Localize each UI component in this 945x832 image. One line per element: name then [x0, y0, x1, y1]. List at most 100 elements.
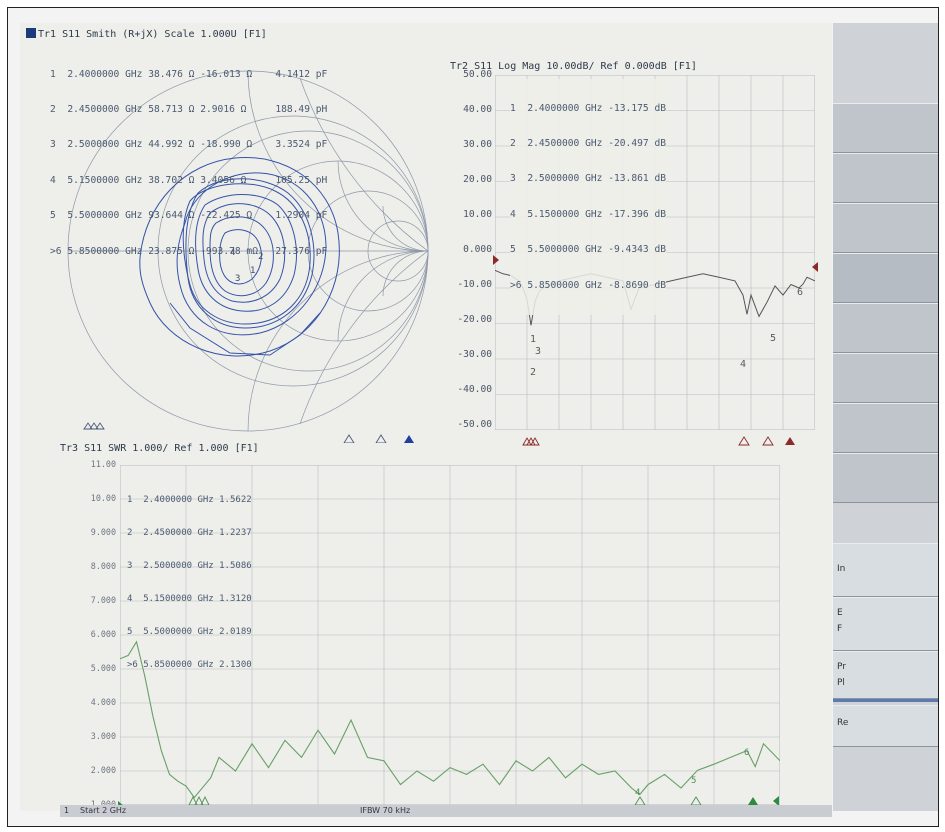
- svg-text:4: 4: [230, 248, 235, 258]
- softkey-in[interactable]: In: [833, 543, 938, 597]
- tr3-marker-row: 5 5.5000000 GHz 2.0189: [127, 627, 252, 637]
- softkey-pr[interactable]: Pr Pl: [833, 651, 938, 699]
- softkey-divider: [833, 699, 938, 702]
- tr2-marker-table: 1 2.4000000 GHz -13.175 dB 2 2.4500000 G…: [510, 79, 666, 315]
- smith-trace: [139, 156, 340, 357]
- tr2-ytick: 20.00: [463, 174, 492, 185]
- softkey[interactable]: [833, 203, 938, 253]
- sweep-start[interactable]: Start 2 GHz: [80, 806, 127, 815]
- tr2-ytick: 40.00: [463, 104, 492, 115]
- tr2-ytick: -10.00: [457, 279, 492, 290]
- tr3-marker-row: 4 5.1500000 GHz 1.3120: [127, 594, 252, 604]
- channel-number: 1: [64, 806, 70, 815]
- swr-marker-labels: 4 5 6: [635, 748, 749, 798]
- ref-line-marker-swr-right[interactable]: [773, 796, 779, 806]
- logmag-marker-labels: 1 2 3 4 5 6: [530, 287, 803, 378]
- tr3-marker-row: 2 2.4500000 GHz 1.2237: [127, 528, 252, 538]
- softkey-label: E: [837, 608, 843, 618]
- active-trace-flag: [26, 28, 36, 38]
- softkey-label: Pl: [837, 678, 845, 688]
- tr3-title[interactable]: Tr3 S11 SWR 1.000/ Ref 1.000 [F1]: [60, 443, 259, 454]
- smith-marker-labels: 4 2 1 3: [230, 248, 263, 284]
- tr3-ytick: 7.000: [90, 595, 116, 605]
- softkey[interactable]: [833, 303, 938, 353]
- tr2-marker-row: 4 5.1500000 GHz -17.396 dB: [510, 208, 666, 220]
- softkey[interactable]: [833, 103, 938, 153]
- svg-text:2: 2: [258, 252, 263, 262]
- tr2-marker-row: 3 2.5000000 GHz -13.861 dB: [510, 173, 666, 185]
- svg-text:1: 1: [250, 266, 255, 276]
- tr2-ytick: 30.00: [463, 139, 492, 150]
- smith-grid: [67, 70, 429, 432]
- tr3-ytick: 4.000: [90, 697, 116, 707]
- softkey[interactable]: [833, 353, 938, 403]
- tr2-ytick: 0.000: [463, 244, 492, 255]
- swr-bottom-markers: [188, 795, 702, 805]
- tr1-marker-table: 1 2.4000000 GHz 38.476 Ω -16.013 Ω 4.141…: [50, 45, 327, 281]
- softkey-label: Pr: [837, 662, 846, 672]
- softkey-label: In: [837, 564, 846, 574]
- softkey-e[interactable]: E F: [833, 597, 938, 651]
- logmag-marker-5: 5: [770, 333, 776, 344]
- logmag-marker-6: 6: [797, 287, 803, 298]
- ifbw[interactable]: IFBW 70 kHz: [360, 806, 411, 815]
- softkey-label: Re: [837, 718, 849, 728]
- tr3-ytick: 5.000: [90, 663, 116, 673]
- tr2-marker-row: 2 2.4500000 GHz -20.497 dB: [510, 137, 666, 149]
- softkey[interactable]: [833, 453, 938, 503]
- tr1-marker-row: 2 2.4500000 GHz 58.713 Ω 2.9016 Ω 188.49…: [50, 103, 328, 115]
- tr1-marker-row: 5 5.5000000 GHz 93.644 Ω -22.425 Ω 1.290…: [50, 210, 328, 222]
- tr1-marker-row: 1 2.4000000 GHz 38.476 Ω -16.013 Ω 4.141…: [50, 68, 328, 80]
- tr3-marker-row: 1 2.4000000 GHz 1.5622: [127, 495, 252, 505]
- tr2-ytick: -40.00: [457, 384, 492, 395]
- tr3-ytick: 11.00: [90, 459, 116, 469]
- logmag-marker-3: 3: [535, 346, 541, 357]
- tr1-marker-row: >6 5.8500000 GHz 23.875 Ω -993.78 mΩ 27.…: [50, 245, 328, 257]
- ref-level-marker-right[interactable]: [812, 262, 818, 272]
- softkey[interactable]: [833, 253, 938, 303]
- smith-marker-triangles: [83, 422, 387, 443]
- tr3-ytick: 6.000: [90, 629, 116, 639]
- logmag-marker-2: 2: [530, 367, 536, 378]
- logmag-marker-4: 4: [740, 359, 746, 370]
- tr2-ytick: -20.00: [457, 314, 492, 325]
- softkey-label: F: [837, 624, 843, 634]
- tr1-marker-row: 3 2.5000000 GHz 44.992 Ω -18.990 Ω 3.352…: [50, 139, 328, 151]
- tr2-ytick: -30.00: [457, 349, 492, 360]
- swr-grid: [120, 465, 780, 805]
- tr3-marker-row: 3 2.5000000 GHz 1.5086: [127, 561, 252, 571]
- smith-chart[interactable]: 4 2 1 3: [20, 23, 440, 443]
- swr-marker-6: 6: [744, 748, 749, 758]
- swr-plot[interactable]: 4 5 6: [120, 465, 780, 805]
- swr-marker-5: 5: [691, 776, 696, 786]
- tr2-ytick: 50.00: [463, 69, 492, 80]
- softkey[interactable]: [833, 403, 938, 453]
- tr2-bottom-markers: [522, 436, 795, 446]
- analyzer-screen: Tr1 S11 Smith (R+jX) Scale 1.000U [F1]: [20, 23, 832, 817]
- swr-trace: [120, 640, 780, 799]
- tr3-ytick: 9.000: [90, 527, 116, 537]
- tr2-marker-row: 5 5.5000000 GHz -9.4343 dB: [510, 244, 666, 256]
- tr3-ytick: 2.000: [90, 765, 116, 775]
- tr2-ytick: 10.00: [463, 209, 492, 220]
- svg-text:3: 3: [235, 274, 240, 284]
- status-bar: 1 Start 2 GHz IFBW 70 kHz: [60, 805, 832, 817]
- softkey-re[interactable]: Re: [833, 705, 938, 747]
- tr1-marker-row: 4 5.1500000 GHz 38.702 Ω 3.4056 Ω 105.25…: [50, 174, 328, 186]
- swr-marker-4: 4: [635, 788, 640, 798]
- tr2-marker-row: >6 5.8500000 GHz -8.8690 dB: [510, 279, 666, 291]
- logmag-marker-1: 1: [530, 334, 536, 345]
- active-marker-tr3[interactable]: [748, 797, 758, 805]
- softkey[interactable]: [833, 153, 938, 203]
- ref-level-marker-left[interactable]: [493, 255, 499, 265]
- tr3-marker-row: >6 5.8500000 GHz 2.1300: [127, 660, 252, 670]
- tr2-marker-row: 1 2.4000000 GHz -13.175 dB: [510, 102, 666, 114]
- tr3-ytick: 10.00: [90, 493, 116, 503]
- tr3-ytick: 8.000: [90, 561, 116, 571]
- active-marker-tr1: [404, 435, 414, 443]
- photo-frame: Tr1 S11 Smith (R+jX) Scale 1.000U [F1]: [7, 7, 939, 827]
- tr2-title[interactable]: Tr2 S11 Log Mag 10.00dB/ Ref 0.000dB [F1…: [450, 61, 697, 72]
- softkey-panel: In E F Pr Pl Re: [833, 23, 938, 811]
- tr1-title[interactable]: Tr1 S11 Smith (R+jX) Scale 1.000U [F1]: [26, 28, 267, 40]
- tr3-ytick: 1.000: [90, 799, 116, 809]
